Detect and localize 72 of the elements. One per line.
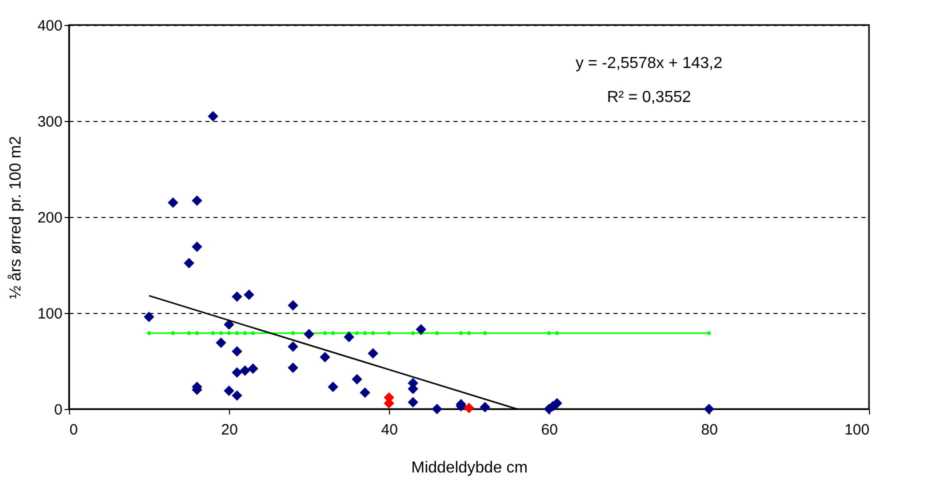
point <box>387 331 391 336</box>
point <box>464 402 474 414</box>
point <box>467 331 471 336</box>
point <box>355 331 359 336</box>
point <box>211 331 215 336</box>
point <box>187 331 191 336</box>
point <box>432 404 442 414</box>
y-tick-label: 400 <box>37 18 62 34</box>
y-tick-label: 200 <box>37 210 62 226</box>
point <box>323 331 327 336</box>
point <box>368 348 378 359</box>
point <box>240 365 250 376</box>
point <box>344 332 354 342</box>
point <box>291 331 295 336</box>
point <box>227 331 231 336</box>
point <box>288 341 298 352</box>
point <box>147 331 151 336</box>
x-tick-label: 0 <box>70 422 78 438</box>
x-tick-label: 80 <box>701 422 718 438</box>
point <box>416 324 426 335</box>
point <box>371 331 375 336</box>
x-tick-label: 20 <box>221 422 238 438</box>
point <box>360 387 370 398</box>
point <box>352 374 362 384</box>
point <box>171 331 175 336</box>
point <box>224 319 234 330</box>
point <box>184 258 194 268</box>
point <box>144 312 154 322</box>
point <box>232 346 242 357</box>
point <box>251 331 255 336</box>
point <box>408 397 418 408</box>
point <box>216 338 226 348</box>
y-axis-title: ½ års ørred pr. 100 m2 <box>7 136 24 299</box>
point <box>244 290 254 300</box>
point <box>288 300 298 311</box>
annotation: y = -2,5578x + 143,2 <box>576 55 722 72</box>
x-tick-label: 40 <box>381 422 398 438</box>
point <box>435 331 439 336</box>
y-tick-label: 0 <box>54 402 62 418</box>
point <box>195 331 199 336</box>
x-axis-title: Middeldybde cm <box>411 460 528 476</box>
point <box>483 331 487 336</box>
point <box>208 110 218 122</box>
point <box>235 331 239 336</box>
point <box>243 331 247 336</box>
annotation: R² = 0,3552 <box>606 89 692 106</box>
point <box>411 331 415 336</box>
point <box>248 363 258 374</box>
x-tick-label: 100 <box>844 422 870 438</box>
point <box>555 331 559 336</box>
point <box>704 404 714 414</box>
point <box>224 386 234 396</box>
point <box>219 331 223 336</box>
point <box>232 367 242 378</box>
point <box>304 328 314 340</box>
point <box>459 331 463 336</box>
x-tick-label: 60 <box>541 422 558 438</box>
point <box>331 331 335 336</box>
y-tick-label: 300 <box>37 114 62 130</box>
point <box>320 352 330 362</box>
point <box>192 242 202 252</box>
point <box>192 195 202 206</box>
y-tick-label: 100 <box>37 306 62 322</box>
point <box>363 331 367 336</box>
point <box>480 402 490 412</box>
point <box>168 197 178 208</box>
point <box>547 331 551 336</box>
point <box>232 291 242 302</box>
point <box>707 331 711 336</box>
point <box>232 390 242 401</box>
point <box>328 382 338 392</box>
point <box>288 362 298 373</box>
